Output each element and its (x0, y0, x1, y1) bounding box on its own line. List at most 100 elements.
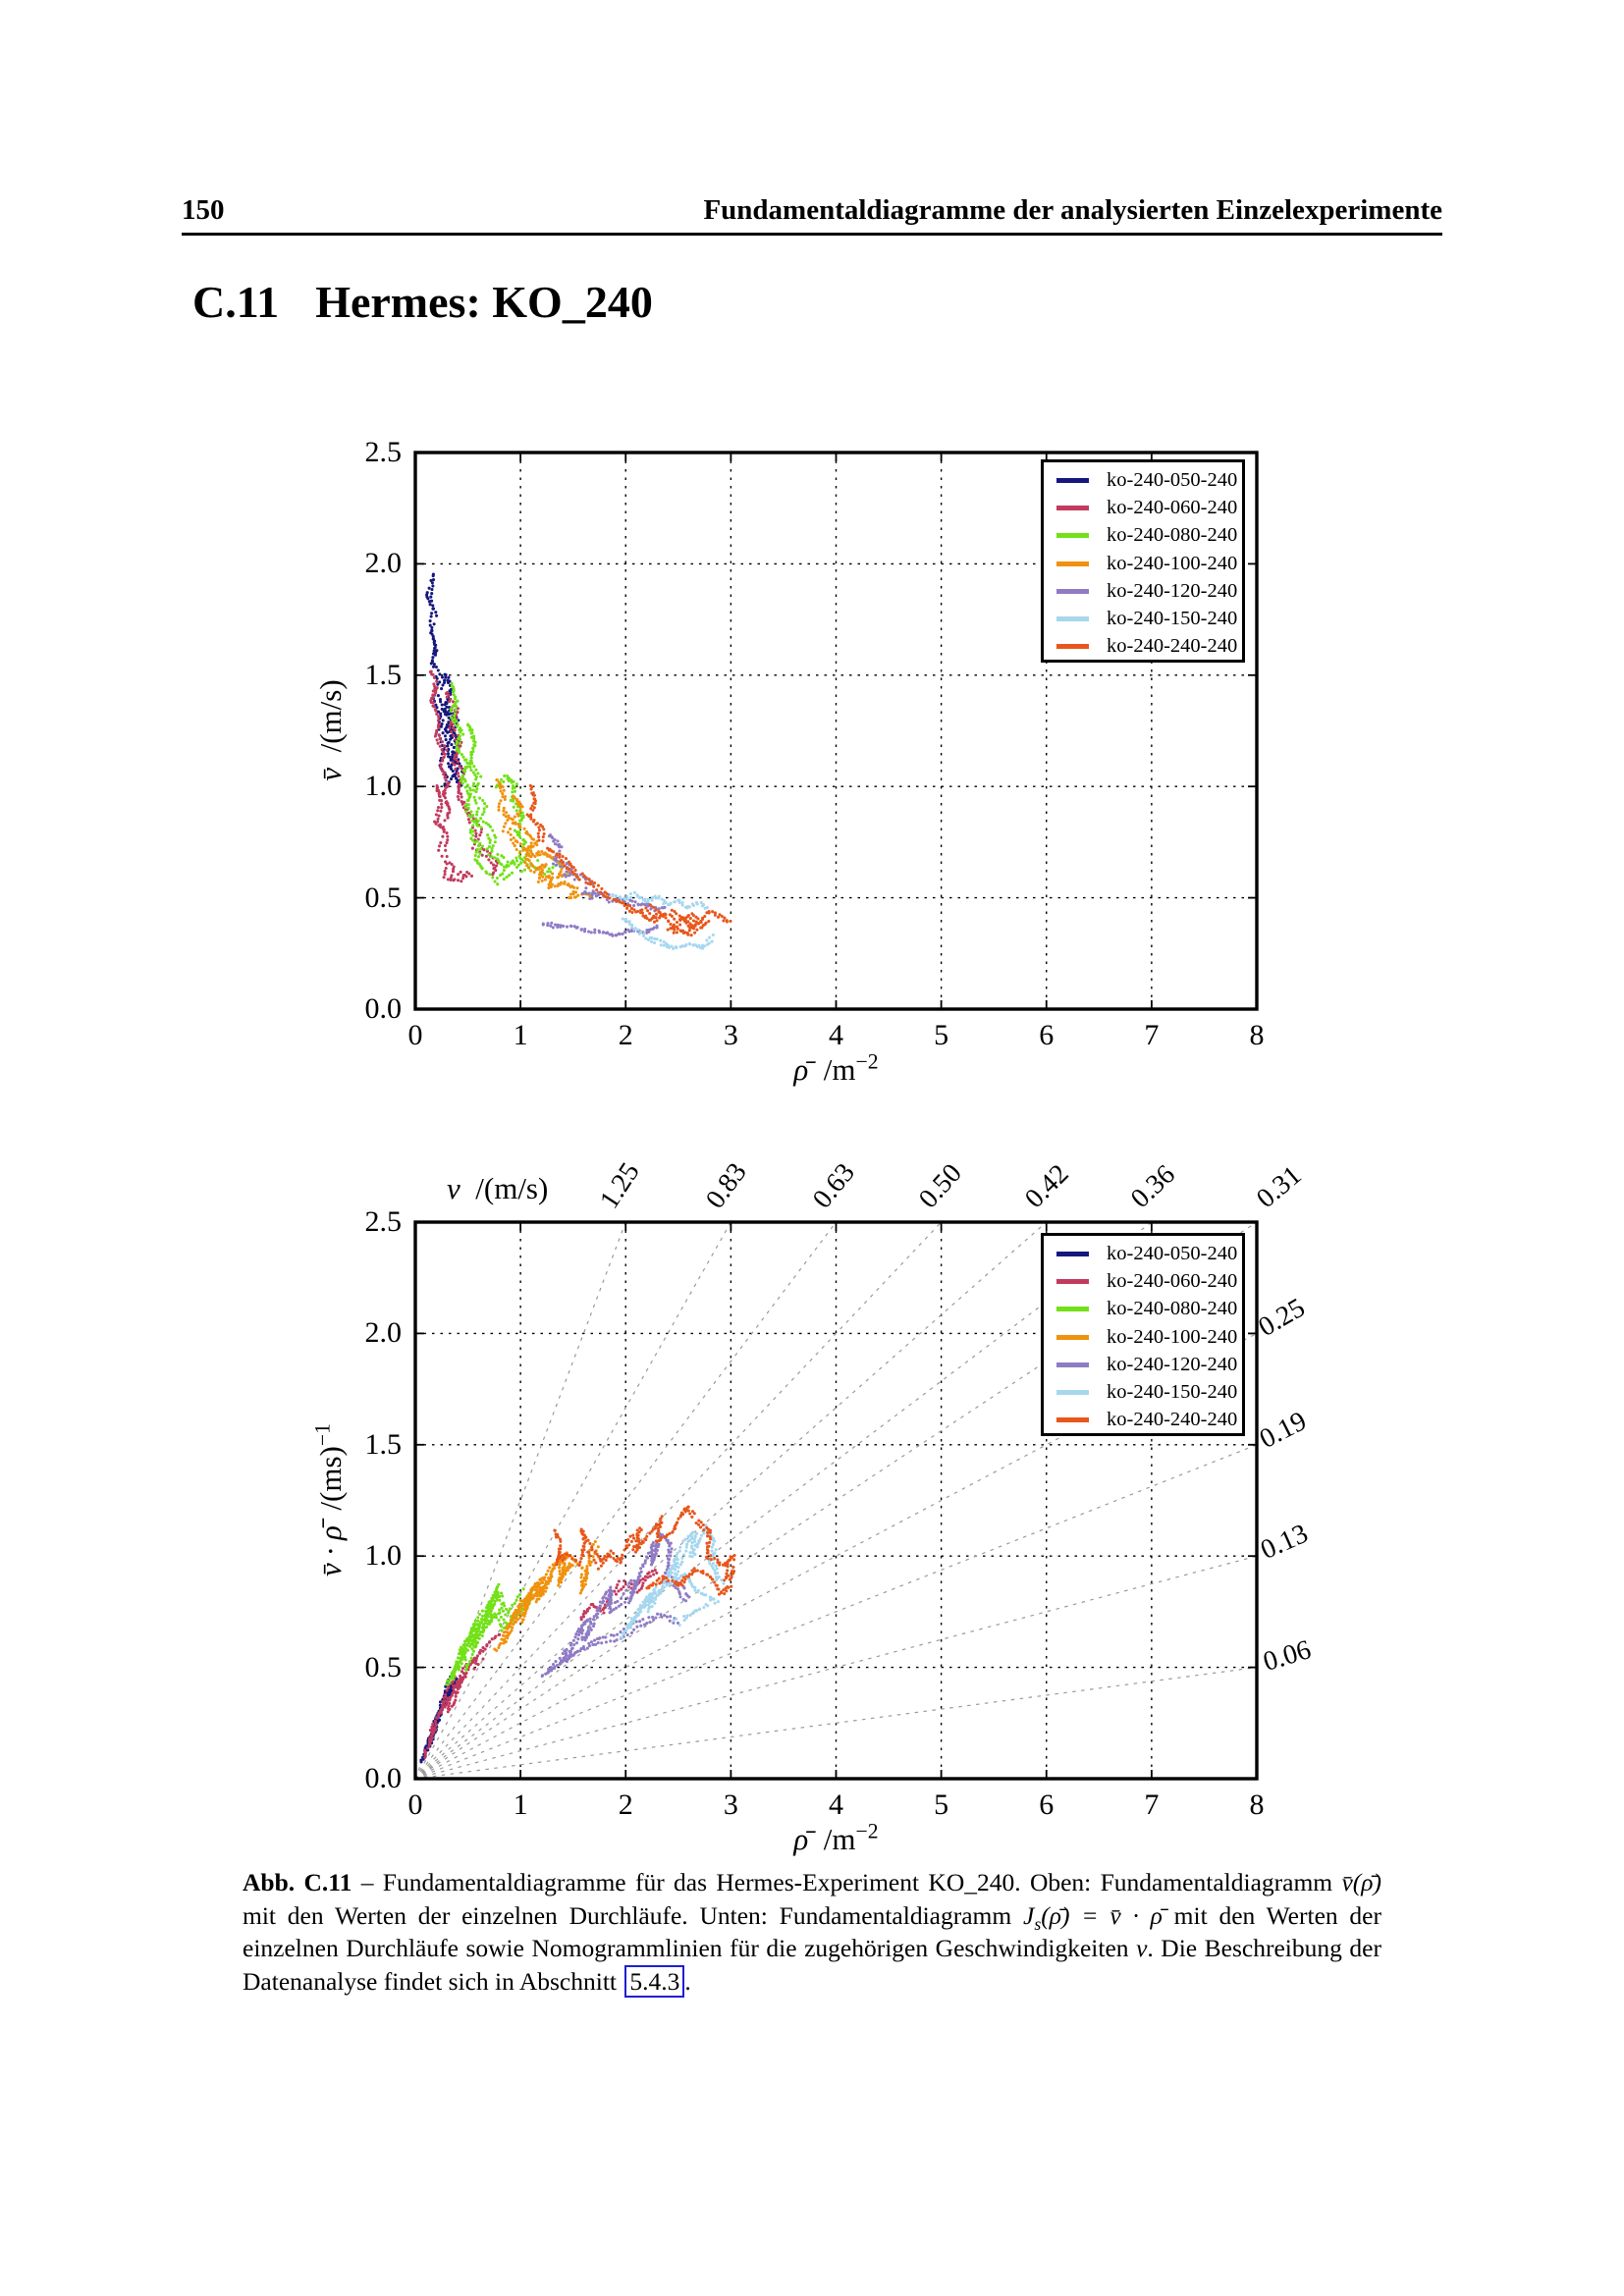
caption-label: Abb. C.11 (243, 1868, 352, 1896)
x-tick-label: 2 (618, 1019, 633, 1051)
xlabel-sup: −2 (855, 1049, 879, 1074)
legend-line-swatch (1056, 1334, 1089, 1340)
plot-border (413, 451, 1259, 1011)
y-tick-label: 1.5 (364, 658, 403, 691)
nomogram-header: v /(m/s) (447, 1171, 548, 1206)
series-ko-240-240-240 (553, 1505, 736, 1596)
x-tick-label: 4 (829, 1789, 843, 1821)
legend-box: ko-240-050-240 ko-240-060-240 ko-240-080-2… (1041, 1233, 1245, 1436)
x-tick-label: 5 (934, 1019, 949, 1051)
nomogram-label: 0.42 (1018, 1158, 1075, 1214)
running-title: Fundamentaldiagramme der analysierten Ei… (703, 194, 1442, 226)
x-tick-label: 3 (723, 1019, 738, 1051)
caption-math: v (1136, 1934, 1148, 1962)
y-tick-label: 2.0 (364, 547, 403, 580)
legend-item: ko-240-150-240 (1044, 605, 1242, 632)
x-tick-label: 1 (513, 1789, 528, 1821)
legend-item: ko-240-060-240 (1044, 1267, 1242, 1295)
caption-text: . (684, 1966, 691, 1996)
page-header: 150 Fundamentaldiagramme der analysierte… (182, 194, 1442, 227)
plot-border (413, 1220, 1259, 1781)
y-tick-label: 0.0 (364, 1762, 403, 1794)
legend-line-swatch (1056, 1417, 1089, 1423)
nomogram-label: 0.06 (1259, 1633, 1315, 1678)
legend-item: ko-240-050-240 (1044, 466, 1242, 494)
chart-top-xlabel: ρ̄ /m−2 (415, 1049, 1257, 1088)
legend-item: ko-240-120-240 (1044, 1351, 1242, 1378)
ylabel-unit: /(m/s) (313, 679, 348, 753)
nomogram-label: 0.19 (1254, 1405, 1312, 1455)
chart-top-ylabel: v̄ /(m/s) (313, 679, 349, 780)
nomogram-header-symbol: v (447, 1171, 460, 1205)
xlabel-symbol: ρ̄ (793, 1052, 809, 1087)
legend-line-swatch (1056, 588, 1089, 594)
x-tick-label: 7 (1144, 1019, 1160, 1051)
section-number: C.11 (192, 277, 280, 327)
series-ko-240-100-240 (495, 778, 594, 900)
legend-item: ko-240-150-240 (1044, 1378, 1242, 1406)
caption-math: J (1023, 1900, 1035, 1930)
legend-label: ko-240-060-240 (1107, 496, 1238, 518)
series-ko-240-240-240 (525, 783, 732, 937)
caption-text: – Fundamentaldiagramme für das Hermes-Ex… (352, 1868, 1342, 1896)
legend-label: ko-240-150-240 (1107, 608, 1238, 630)
legend-box: ko-240-050-240 ko-240-060-240 ko-240-080-2… (1041, 459, 1245, 663)
y-tick-label: 2.5 (364, 1205, 403, 1238)
nomogram-label: 0.31 (1251, 1159, 1308, 1214)
nomogram-label: 0.63 (806, 1157, 861, 1214)
x-tick-label: 6 (1039, 1789, 1055, 1821)
x-tick-label: 5 (934, 1789, 949, 1821)
series-ko-240-150-240 (619, 1523, 726, 1639)
x-tick-label: 0 (407, 1789, 423, 1821)
y-tick-label: 1.0 (364, 1539, 403, 1573)
legend-item: ko-240-080-240 (1044, 522, 1242, 550)
x-tick-label: 3 (723, 1789, 738, 1821)
legend-item: ko-240-100-240 (1044, 1323, 1242, 1351)
legend-label: ko-240-120-240 (1107, 1353, 1238, 1375)
xlabel-unit: /m (823, 1822, 856, 1856)
legend-line-swatch (1056, 1362, 1089, 1367)
legend-line-swatch (1056, 644, 1089, 650)
legend-label: ko-240-240-240 (1107, 635, 1238, 658)
caption-math: (ρ̄) = v̄ · ρ̄ (1041, 1900, 1163, 1930)
x-tick-label: 1 (513, 1019, 528, 1051)
legend-label: ko-240-240-240 (1107, 1409, 1238, 1431)
series-ko-240-150-240 (611, 890, 715, 950)
legend-line-swatch (1056, 561, 1089, 566)
legend-label: ko-240-050-240 (1107, 1242, 1238, 1264)
y-tick-label: 2.0 (364, 1316, 403, 1350)
xlabel-sup: −2 (855, 1819, 879, 1843)
legend-line-swatch (1056, 1390, 1089, 1396)
legend-item: ko-240-240-240 (1044, 1407, 1242, 1434)
page-number: 150 (182, 194, 225, 226)
nomogram-header-unit: /(m/s) (475, 1171, 549, 1205)
legend-item: ko-240-120-240 (1044, 577, 1242, 605)
legend-item: ko-240-060-240 (1044, 494, 1242, 521)
y-tick-label: 2.5 (364, 436, 403, 468)
legend-line-swatch (1056, 1251, 1089, 1256)
header-rule (182, 233, 1442, 236)
x-tick-label: 7 (1144, 1789, 1160, 1821)
legend-label: ko-240-120-240 (1107, 579, 1238, 602)
nomogram-label: 0.13 (1256, 1518, 1313, 1567)
caption-text: . Die Beschreibung der Datenanalyse find… (243, 1934, 1381, 1996)
legend-label: ko-240-050-240 (1107, 468, 1238, 491)
section-heading: C.11 Hermes: KO_240 (192, 276, 653, 328)
series-ko-240-100-240 (493, 1539, 600, 1652)
legend-line-swatch (1056, 616, 1089, 622)
x-tick-label: 2 (618, 1789, 633, 1821)
legend-item: ko-240-100-240 (1044, 550, 1242, 577)
nomogram-label: 0.25 (1253, 1293, 1311, 1344)
legend-line-swatch (1056, 533, 1089, 539)
series-ko-240-060-240 (422, 1569, 659, 1759)
legend-item: ko-240-240-240 (1044, 633, 1242, 661)
legend-label: ko-240-060-240 (1107, 1269, 1238, 1292)
figure-caption: Abb. C.11 – Fundamentaldiagramme für das… (243, 1866, 1381, 1998)
xlabel-unit: /m (823, 1052, 856, 1087)
x-tick-label: 8 (1249, 1789, 1265, 1821)
legend-label: ko-240-080-240 (1107, 524, 1238, 547)
nomogram-label: 0.50 (912, 1157, 968, 1214)
y-tick-label: 0.5 (364, 1650, 403, 1683)
section-link[interactable]: 5.4.3 (624, 1964, 685, 1998)
